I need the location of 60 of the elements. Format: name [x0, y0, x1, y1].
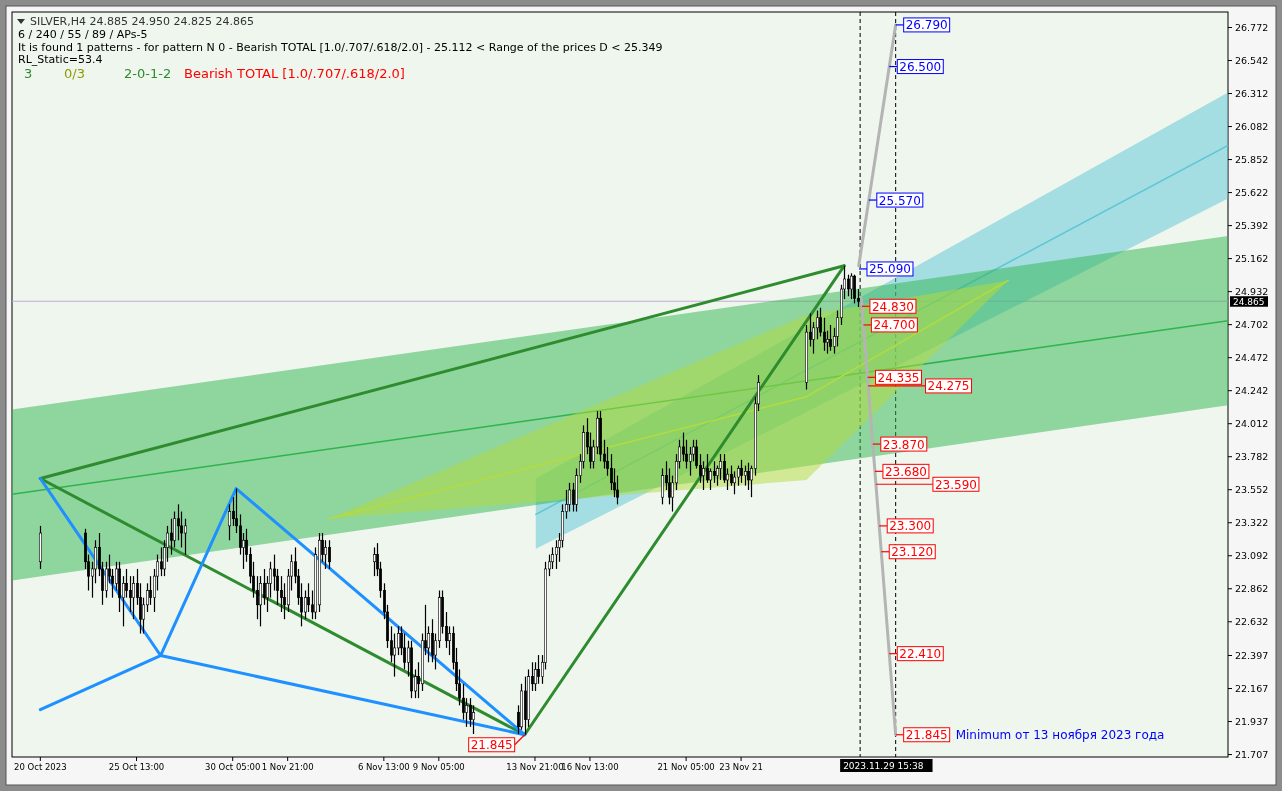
- x-tick-label: 1 Nov 21:00: [261, 762, 314, 772]
- y-tick-label: 21.707: [1235, 749, 1269, 761]
- x-tick-label: 30 Oct 05:00: [204, 762, 261, 772]
- annotation: 24.335: [877, 370, 920, 385]
- annotation: Minimum от 13 ноября 2023 года: [955, 728, 1165, 743]
- text: 6 / 240 / 55 / 89 / APs-5: [18, 28, 148, 41]
- y-tick-label: 22.862: [1235, 583, 1269, 595]
- y-tick-label: 26.542: [1235, 55, 1269, 67]
- annotation: RL_Static=53.4: [18, 53, 103, 66]
- annotation: 3: [24, 66, 33, 81]
- y-tick-label: 26.082: [1235, 121, 1269, 133]
- y-tick-label: 23.092: [1235, 550, 1269, 562]
- y-tick-label: 22.167: [1235, 683, 1269, 695]
- annotation: 26.500: [899, 60, 942, 75]
- annotation: 25.090: [868, 262, 911, 277]
- y-tick-label: 23.782: [1235, 451, 1269, 463]
- annotation: 2-0-1-2: [124, 66, 172, 81]
- annotation: 26.790: [905, 18, 948, 33]
- x-tick-label: 20 Oct 2023: [14, 762, 67, 772]
- y-tick-label: 23.322: [1235, 517, 1269, 529]
- y-tick-label: 25.392: [1235, 220, 1269, 232]
- annotation: 24.700: [873, 318, 916, 333]
- chart-title: SILVER,H4 24.885 24.950 24.825 24.865: [30, 15, 254, 28]
- annotation: 23.590: [934, 477, 977, 492]
- x-tick-label: 9 Nov 05:00: [412, 762, 465, 772]
- y-tick-label: 26.312: [1235, 88, 1269, 100]
- y-tick-label: 21.937: [1235, 716, 1269, 728]
- y-tick-label: 24.472: [1235, 352, 1269, 364]
- annotation: It is found 1 patterns - for pattern N 0 - Bearish TOTAL [1.0/.707/.618/2.0] - 25.112 < Range of the prices D < 25.349: [18, 41, 663, 54]
- x-tick-label: 25 Oct 13:00: [108, 762, 165, 772]
- annotation: 23.120: [891, 545, 934, 560]
- y-tick-label: 24.012: [1235, 418, 1269, 430]
- y-tick-label: 26.772: [1235, 22, 1269, 33]
- y-tick-label: 24.932: [1235, 286, 1269, 298]
- y-tick-label: 22.397: [1235, 650, 1269, 662]
- y-tick-label: 24.242: [1235, 385, 1269, 397]
- ref-line-label: 24.865: [1233, 296, 1265, 307]
- x-tick-label: 23 Nov 21: [719, 762, 763, 772]
- y-tick-label: 25.622: [1235, 187, 1269, 199]
- y-tick-label: 24.702: [1235, 319, 1269, 331]
- x-tick-label: 21 Nov 05:00: [657, 762, 715, 772]
- annotation: 21.845: [470, 738, 513, 753]
- y-tick-label: 23.552: [1235, 484, 1269, 496]
- annotation: 23.300: [889, 519, 932, 534]
- x-tick-label: 13 Nov 21:00: [506, 762, 564, 772]
- annotation: 23.680: [884, 464, 927, 479]
- annotation: 0/3: [64, 66, 85, 81]
- annotation: Bearish TOTAL [1.0/.707/.618/2.0]: [184, 66, 405, 81]
- x-tick-label: 16 Nov 13:00: [561, 762, 619, 772]
- annotation: 25.570: [878, 193, 921, 208]
- y-tick-label: 25.162: [1235, 253, 1269, 265]
- y-tick-label: 25.852: [1235, 154, 1269, 166]
- annotation: 21.845: [905, 728, 948, 743]
- ref-line-label: 2023.11.29 15:38: [843, 761, 924, 771]
- annotation: 22.410: [899, 647, 942, 662]
- annotation: 24.830: [871, 299, 914, 314]
- x-tick-label: 6 Nov 13:00: [357, 762, 410, 772]
- y-tick-label: 22.632: [1235, 616, 1269, 628]
- annotation: 24.275: [927, 379, 970, 394]
- annotation: 23.870: [882, 437, 925, 452]
